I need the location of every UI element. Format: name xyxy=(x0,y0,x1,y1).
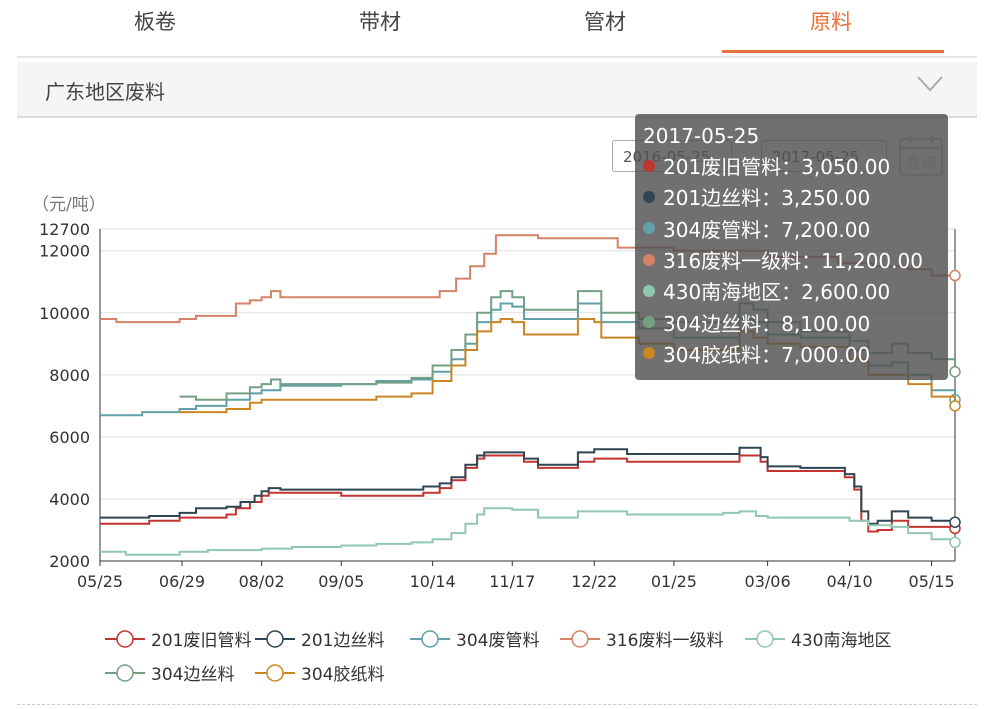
y-tick-label: 4000 xyxy=(49,490,90,509)
tooltip-value: 430南海地区：2,600.00 xyxy=(663,280,891,305)
legend-item[interactable]: 304废管料 xyxy=(410,626,539,651)
tooltip-value: 201边丝料：3,250.00 xyxy=(663,186,871,211)
legend-item[interactable]: 430南海地区 xyxy=(745,626,891,651)
region-selector[interactable]: 广东地区废料 xyxy=(17,62,977,116)
legend-item[interactable]: 201边丝料 xyxy=(255,626,384,651)
y-axis-unit: （元/吨） xyxy=(32,195,106,215)
tooltip-row: 316废料一级料：11,200.00 xyxy=(643,244,940,275)
x-tick-label: 05/25 xyxy=(77,572,123,591)
legend-item[interactable]: 304胶纸料 xyxy=(255,660,384,685)
tooltip-row: 430南海地区：2,600.00 xyxy=(643,275,940,306)
y-tick-label: 8000 xyxy=(49,366,90,385)
tooltip-value: 304胶纸料：7,000.00 xyxy=(663,342,871,367)
y-tick-label: 12700 xyxy=(39,220,90,239)
tooltip-dot-icon xyxy=(643,222,655,235)
tab-strip[interactable]: 带材 xyxy=(359,10,401,34)
legend-marker-icon xyxy=(255,629,295,648)
tooltip-row: 304废管料：7,200.00 xyxy=(643,213,940,244)
x-tick-label: 12/22 xyxy=(571,572,617,591)
tooltip-dot-icon xyxy=(643,253,655,266)
legend-label: 304废管料 xyxy=(456,631,540,651)
y-tick-label: 2000 xyxy=(49,552,90,571)
category-tabs: 板卷 带材 管材 原料 xyxy=(0,0,989,53)
legend-marker-icon xyxy=(255,663,295,682)
x-tick-label: 11/17 xyxy=(489,572,535,591)
chevron-down-icon[interactable] xyxy=(917,76,943,92)
tooltip-dot-icon xyxy=(643,316,655,329)
tooltip-row: 304胶纸料：7,000.00 xyxy=(643,338,940,369)
legend-item[interactable]: 304边丝料 xyxy=(105,660,234,685)
x-tick-label: 03/06 xyxy=(745,572,791,591)
tabs-divider xyxy=(17,56,977,58)
x-tick-label: 10/14 xyxy=(410,572,456,591)
series-line-1 xyxy=(100,446,956,525)
legend-marker-icon xyxy=(560,629,600,648)
series-end-point-3 xyxy=(949,269,961,282)
tooltip-dot-icon xyxy=(643,347,655,360)
bottom-divider xyxy=(17,704,977,705)
x-tick-label: 09/05 xyxy=(318,572,364,591)
y-tick-label: 12000 xyxy=(39,242,90,261)
y-tick-label: 6000 xyxy=(49,428,90,447)
x-tick-label: 01/25 xyxy=(651,572,697,591)
tab-raw-material[interactable]: 原料 xyxy=(810,10,852,34)
legend-marker-icon xyxy=(105,663,145,682)
tooltip-value: 201废旧管料：3,050.00 xyxy=(663,155,891,180)
tooltip-value: 304废管料：7,200.00 xyxy=(663,217,871,242)
y-tick-label: 10000 xyxy=(39,304,90,323)
tooltip-value: 304边丝料：8,100.00 xyxy=(663,311,871,336)
series-line-4 xyxy=(100,507,956,556)
tooltip-dot-icon xyxy=(643,159,655,172)
tab-sheet-coil[interactable]: 板卷 xyxy=(134,10,176,34)
legend-label: 201边丝料 xyxy=(301,631,385,651)
legend-marker-icon xyxy=(745,629,785,648)
legend-marker-icon xyxy=(410,629,450,648)
legend-label: 201废旧管料 xyxy=(151,631,252,651)
x-tick-label: 04/10 xyxy=(827,572,873,591)
region-label: 广东地区废料 xyxy=(45,80,165,104)
series-end-point-5 xyxy=(949,365,961,378)
legend-marker-icon xyxy=(105,629,145,648)
tooltip-row: 304边丝料：8,100.00 xyxy=(643,306,940,337)
tooltip-value: 316废料一级料：11,200.00 xyxy=(663,249,923,274)
chart-tooltip: 2017-05-25 201废旧管料：3,050.00 201边丝料：3,250.… xyxy=(635,114,948,380)
tooltip-date: 2017-05-25 xyxy=(643,124,760,148)
region-divider xyxy=(17,116,977,118)
series-end-point-1 xyxy=(949,516,961,528)
tooltip-dot-icon xyxy=(643,284,655,297)
legend-label: 316废料一级料 xyxy=(606,631,724,651)
series-end-point-4 xyxy=(949,536,961,549)
legend-label: 304胶纸料 xyxy=(301,665,385,685)
legend-item[interactable]: 316废料一级料 xyxy=(560,626,723,651)
tooltip-row: 201废旧管料：3,050.00 xyxy=(643,150,940,181)
tooltip-row: 201边丝料：3,250.00 xyxy=(643,181,940,212)
legend-item[interactable]: 201废旧管料 xyxy=(105,626,251,651)
active-tab-indicator xyxy=(722,50,944,53)
x-tick-label: 08/02 xyxy=(239,572,285,591)
series-end-point-6 xyxy=(949,400,961,412)
legend-label: 430南海地区 xyxy=(791,631,892,651)
tab-pipe[interactable]: 管材 xyxy=(584,10,626,34)
legend-label: 304边丝料 xyxy=(151,665,235,685)
tooltip-dot-icon xyxy=(643,190,655,203)
x-tick-label: 05/15 xyxy=(909,572,955,591)
x-tick-label: 06/29 xyxy=(159,572,205,591)
